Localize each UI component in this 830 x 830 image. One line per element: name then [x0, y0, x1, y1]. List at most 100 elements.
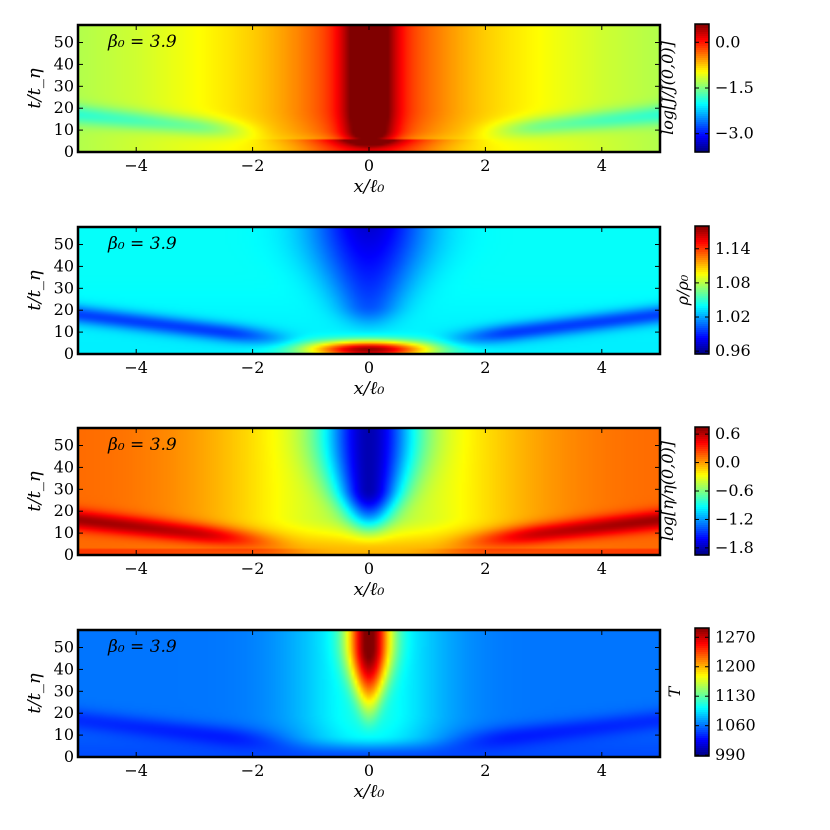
colorbar-segment: [695, 750, 709, 753]
colorbar-segment: [695, 338, 709, 341]
colorbar-segment: [695, 228, 709, 231]
colorbar-segment: [695, 547, 709, 550]
beta-annotation: β₀ = 3.9: [107, 637, 177, 657]
colorbar-segment: [695, 541, 709, 544]
colorbar-segment: [695, 322, 709, 325]
colorbar-segment: [695, 443, 709, 446]
colorbar-segment: [695, 318, 709, 321]
colorbar-segment: [695, 138, 709, 141]
colorbar-segment: [695, 104, 709, 107]
y-tick-label: 0: [64, 545, 74, 564]
colorbar-segment: [695, 112, 709, 115]
y-tick-label: 40: [54, 54, 74, 73]
x-tick-label: 2: [480, 156, 490, 175]
colorbar-segment: [695, 264, 709, 267]
colorbar-segment: [695, 481, 709, 484]
colorbar-segment: [695, 56, 709, 59]
colorbar-segment: [695, 676, 709, 679]
colorbar-tick-label: −1.2: [715, 509, 754, 528]
colorbar-segment: [695, 724, 709, 727]
colorbar-segment: [695, 342, 709, 345]
x-tick-label: −2: [241, 559, 265, 578]
colorbar-segment: [695, 292, 709, 295]
colorbar-segment: [695, 652, 709, 655]
colorbar-segment: [695, 34, 709, 37]
y-tick-label: 40: [54, 256, 74, 275]
colorbar-segment: [695, 495, 709, 498]
colorbar-segment: [695, 44, 709, 47]
colorbar-segment: [695, 636, 709, 639]
colorbar-segment: [695, 682, 709, 685]
colorbar-segment: [695, 740, 709, 743]
colorbar-segment: [695, 658, 709, 661]
colorbar-segment: [695, 346, 709, 349]
colorbar-segment: [695, 668, 709, 671]
colorbar-segment: [695, 54, 709, 57]
colorbar-segment: [695, 662, 709, 665]
colorbar-segment: [695, 260, 709, 263]
colorbar-segment: [695, 226, 709, 229]
colorbar-segment: [695, 140, 709, 143]
colorbar-segment: [695, 630, 709, 633]
colorbar-label: T: [665, 685, 684, 697]
colorbar-segment: [695, 513, 709, 516]
heatmap-image: [78, 25, 660, 152]
colorbar-tick-label: 1060: [715, 716, 756, 735]
colorbar-segment: [695, 76, 709, 79]
y-tick-label: 10: [54, 523, 74, 542]
colorbar-segment: [695, 479, 709, 482]
colorbar-segment: [695, 734, 709, 737]
colorbar-segment: [695, 48, 709, 51]
colorbar-segment: [695, 437, 709, 440]
colorbar-segment: [695, 254, 709, 257]
x-tick-label: −4: [124, 761, 148, 780]
y-tick-label: 20: [54, 300, 74, 319]
colorbar-segment: [695, 36, 709, 39]
colorbar-segment: [695, 108, 709, 111]
y-tick-label: 40: [54, 457, 74, 476]
colorbar-segment: [695, 714, 709, 717]
colorbar-segment: [695, 638, 709, 641]
colorbar-segment: [695, 102, 709, 105]
colorbar-segment: [695, 316, 709, 319]
colorbar: 1.14 1.08 1.02 0.96 ρ/ρ₀: [673, 225, 751, 360]
colorbar-segment: [695, 459, 709, 462]
colorbar-segment: [695, 704, 709, 707]
colorbar-segment: [695, 473, 709, 476]
colorbar-segment: [695, 718, 709, 721]
colorbar-segment: [695, 431, 709, 434]
x-tick-label: 4: [597, 358, 607, 377]
colorbar-segment: [695, 551, 709, 554]
colorbar-segment: [695, 752, 709, 755]
colorbar-segment: [695, 258, 709, 261]
colorbar-segment: [695, 100, 709, 103]
colorbar-segment: [695, 300, 709, 303]
colorbar-segment: [695, 272, 709, 275]
colorbar-segment: [695, 130, 709, 133]
colorbar-segment: [695, 700, 709, 703]
colorbar-segment: [695, 525, 709, 528]
colorbar-segment: [695, 24, 709, 27]
colorbar-segment: [695, 348, 709, 351]
y-tick-label: 30: [54, 278, 74, 297]
y-tick-label: 30: [54, 479, 74, 498]
colorbar-segment: [695, 30, 709, 33]
colorbar-segment: [695, 686, 709, 689]
colorbar-segment: [695, 290, 709, 293]
colorbar-segment: [695, 690, 709, 693]
colorbar-tick-label: 1.02: [715, 307, 751, 326]
y-tick-label: 30: [54, 76, 74, 95]
colorbar-segment: [695, 92, 709, 95]
colorbar-segment: [695, 122, 709, 125]
colorbar-segment: [695, 666, 709, 669]
colorbar-segment: [695, 286, 709, 289]
y-tick-label: 20: [54, 501, 74, 520]
y-axis-label: t/t_η: [24, 471, 45, 512]
x-tick-label: 2: [480, 559, 490, 578]
colorbar-segment: [695, 507, 709, 510]
colorbar-segment: [695, 465, 709, 468]
colorbar-segment: [695, 475, 709, 478]
colorbar-segment: [695, 455, 709, 458]
colorbar-segment: [695, 50, 709, 53]
